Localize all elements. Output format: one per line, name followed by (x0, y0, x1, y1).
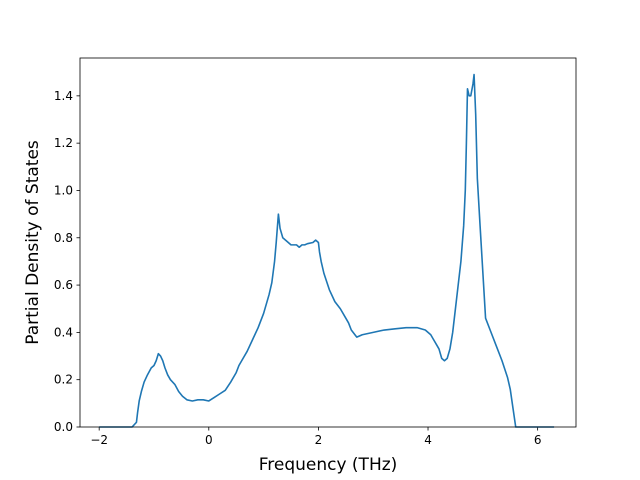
x-axis-label: Frequency (THz) (259, 455, 398, 475)
y-axis-label: Partial Density of States (23, 140, 43, 345)
series-line (99, 73, 555, 428)
x-tick-label: 4 (424, 433, 432, 447)
x-tick-label: 6 (534, 433, 542, 447)
series-layer (99, 73, 555, 428)
y-tick-label: 0.6 (54, 278, 73, 292)
y-axis: 0.0 0.2 0.4 0.6 0.8 1.0 1.2 1.4 (54, 89, 80, 434)
y-tick-label: 0.4 (54, 325, 73, 339)
y-tick-label: 1.4 (54, 89, 73, 103)
x-axis: −2 0 2 4 6 (90, 427, 541, 447)
y-tick-label: 0.0 (54, 420, 73, 434)
y-tick-label: 1.2 (54, 136, 73, 150)
x-tick-label: 0 (205, 433, 213, 447)
axes-frame (79, 57, 577, 428)
y-tick-label: 1.0 (54, 183, 73, 197)
y-tick-label: 0.8 (54, 231, 73, 245)
x-tick-label: 2 (315, 433, 323, 447)
y-tick-label: 0.2 (54, 373, 73, 387)
x-tick-label: −2 (90, 433, 108, 447)
